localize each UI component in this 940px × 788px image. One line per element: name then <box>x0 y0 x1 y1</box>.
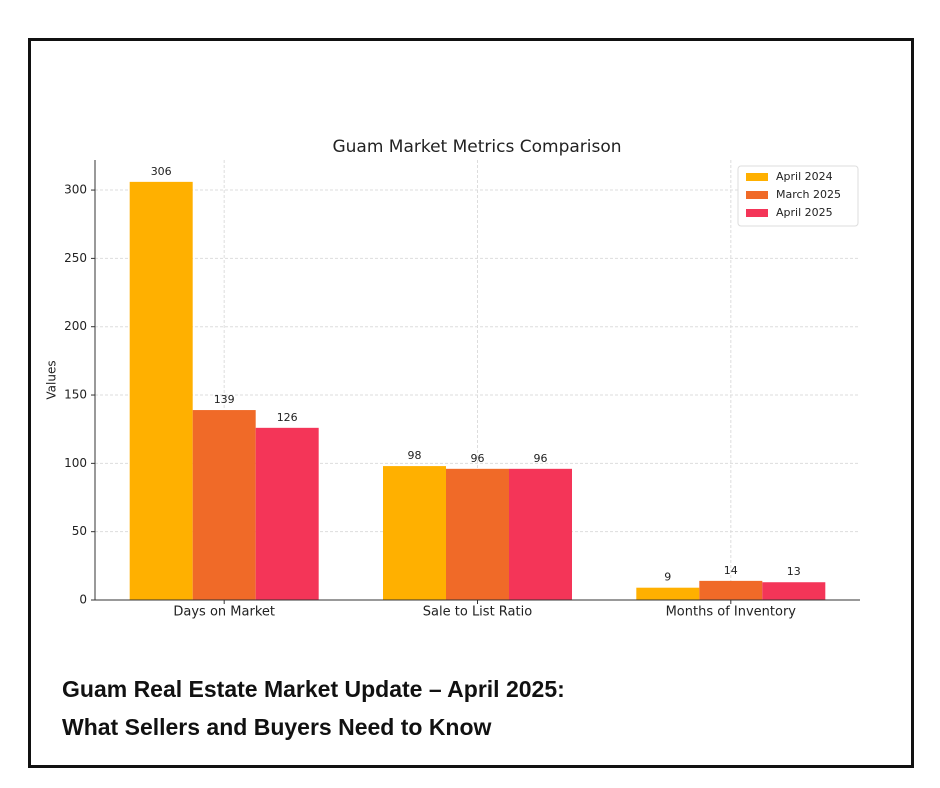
y-tick-label: 150 <box>64 388 87 402</box>
legend-label: March 2025 <box>776 188 841 201</box>
legend-label: April 2025 <box>776 206 833 219</box>
card <box>28 38 914 768</box>
bar <box>383 466 446 600</box>
x-tick-label: Sale to List Ratio <box>423 605 532 620</box>
legend-swatch <box>746 173 768 181</box>
data-label: 98 <box>408 449 422 462</box>
y-tick-label: 250 <box>64 251 87 265</box>
y-tick-label: 50 <box>72 524 87 538</box>
bar <box>509 468 572 600</box>
data-label: 9 <box>664 571 671 584</box>
y-axis-label: Values <box>45 360 59 399</box>
caption-line: What Sellers and Buyers Need to Know <box>62 714 492 740</box>
chart-title: Guam Market Metrics Comparison <box>332 137 621 157</box>
bar <box>192 410 256 600</box>
bar <box>636 587 700 600</box>
bar <box>446 468 509 600</box>
bar <box>129 181 193 601</box>
data-label: 96 <box>471 452 485 465</box>
bar <box>699 580 763 600</box>
caption-line: Guam Real Estate Market Update – April 2… <box>62 676 565 702</box>
data-label: 139 <box>214 393 235 406</box>
data-label: 126 <box>277 411 298 424</box>
y-tick-label: 100 <box>64 456 87 470</box>
bar <box>255 427 319 600</box>
y-tick-label: 300 <box>64 183 87 197</box>
data-label: 96 <box>534 452 548 465</box>
x-tick-label: Days on Market <box>173 605 275 620</box>
x-tick-label: Months of Inventory <box>666 605 797 620</box>
data-label: 14 <box>724 564 738 577</box>
data-label: 306 <box>151 165 172 178</box>
bar <box>762 582 826 600</box>
legend-swatch <box>746 191 768 199</box>
legend-swatch <box>746 209 768 217</box>
data-label: 13 <box>787 565 801 578</box>
y-tick-label: 200 <box>64 319 87 333</box>
legend-label: April 2024 <box>776 170 833 183</box>
y-tick-label: 0 <box>79 593 87 607</box>
